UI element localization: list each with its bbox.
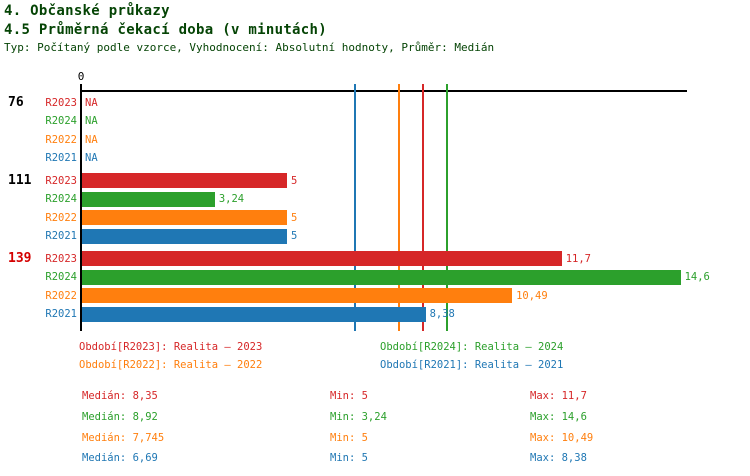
bar-r2023 <box>82 251 562 267</box>
bar-value-na-label: NA <box>85 115 98 127</box>
median-line-r2022 <box>397 84 400 331</box>
stat-min-r2023: Min: 5 <box>330 390 368 402</box>
stat-median-r2022: Medián: 7,745 <box>82 431 165 444</box>
stat-max-r2022: Max: 10,49 <box>530 431 594 444</box>
bar-value-label: 10,49 <box>516 289 548 302</box>
series-label-r2022: R2022 <box>45 211 77 224</box>
bar-value-na-label: NA <box>85 152 98 164</box>
bar-r2022 <box>82 288 513 304</box>
legend-item-r2024: Období[R2024]: Realita – 2024 <box>380 341 564 353</box>
legend-item-r2021: Období[R2021]: Realita – 2021 <box>380 359 564 371</box>
stat-median-r2021: Medián: 6,69 <box>82 452 158 465</box>
group-label-111: 111 <box>8 172 32 188</box>
bar-value-na-label: NA <box>85 96 98 109</box>
stat-max-r2024: Max: 14,6 <box>530 410 587 423</box>
stat-median-r2023: Medián: 8,35 <box>82 390 158 402</box>
series-label-r2023: R2023 <box>45 96 77 109</box>
stat-median-r2024: Medián: 8,92 <box>82 410 158 423</box>
chart-subtitle: 4.5 Průměrná čekací doba (v minutách) <box>4 22 327 38</box>
series-label-r2022: R2022 <box>45 133 77 146</box>
series-label-r2023: R2023 <box>45 252 77 265</box>
series-label-r2021: R2021 <box>45 308 77 320</box>
series-label-r2024: R2024 <box>45 271 77 283</box>
stat-max-r2023: Max: 11,7 <box>530 390 587 402</box>
series-label-r2021: R2021 <box>45 152 77 164</box>
bar-r2021 <box>82 228 287 244</box>
series-label-r2024: R2024 <box>45 115 77 127</box>
bar-value-label: 3,24 <box>218 193 245 205</box>
stat-max-r2021: Max: 8,38 <box>530 452 587 465</box>
series-label-r2022: R2022 <box>45 289 77 302</box>
bar-value-label: 5 <box>291 211 298 224</box>
bar-value-label: 11,7 <box>565 252 591 265</box>
group-label-139: 139 <box>8 250 32 266</box>
median-line-r2023 <box>422 84 425 331</box>
bar-r2024 <box>82 269 681 285</box>
series-label-r2021: R2021 <box>45 230 77 242</box>
x-axis-line <box>80 90 687 92</box>
series-label-r2023: R2023 <box>45 174 77 187</box>
chart-meta-line: Typ: Počítaný podle vzorce, Vyhodnocení:… <box>4 41 495 54</box>
stat-min-r2024: Min: 3,24 <box>330 410 387 423</box>
bar-value-label: 14,6 <box>684 271 710 283</box>
median-line-r2021 <box>354 84 357 331</box>
bar-value-label: 8,38 <box>429 308 455 320</box>
stat-min-r2021: Min: 5 <box>330 452 368 465</box>
legend-item-r2022: Období[R2022]: Realita – 2022 <box>79 359 263 371</box>
bar-value-label: 5 <box>291 230 298 242</box>
series-label-r2024: R2024 <box>45 193 77 205</box>
bar-r2022 <box>82 210 287 226</box>
bar-r2024 <box>82 191 215 207</box>
group-label-76: 76 <box>8 94 24 110</box>
stat-min-r2022: Min: 5 <box>330 431 368 444</box>
median-line-r2024 <box>445 84 448 331</box>
bar-r2021 <box>82 306 426 322</box>
page-title: 4. Občanské průkazy <box>4 3 170 19</box>
legend-item-r2023: Období[R2023]: Realita – 2023 <box>79 341 263 353</box>
y-axis-line <box>80 84 82 331</box>
bar-value-label: 5 <box>291 174 298 187</box>
bar-r2023 <box>82 173 287 189</box>
x-axis-tick-zero: 0 <box>77 70 85 83</box>
bar-value-na-label: NA <box>85 133 98 146</box>
